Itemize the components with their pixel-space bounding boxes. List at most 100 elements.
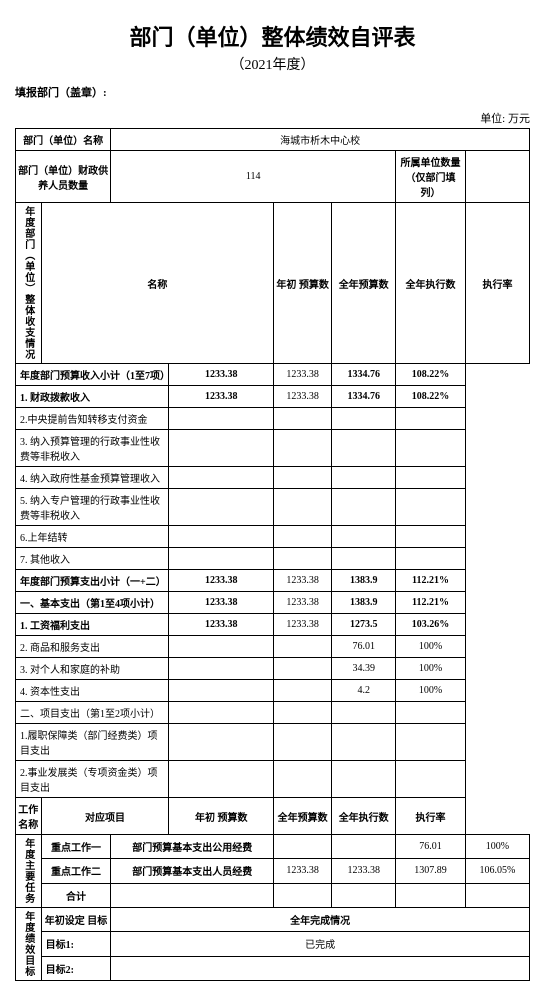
- main-table: 部门（单位）名称 海城市析木中心校 部门（单位）财政供养人员数量 114 所属单…: [15, 128, 530, 981]
- goal1-value: 已完成: [111, 932, 530, 956]
- page-subtitle: （2021年度）: [15, 54, 530, 74]
- row-d: 112.21%: [396, 570, 466, 592]
- hdr-exec-rate-2: 执行率: [396, 798, 466, 835]
- page-title: 部门（单位）整体绩效自评表: [15, 20, 530, 52]
- total-c: [396, 883, 466, 907]
- row-name: 6.上年结转: [16, 526, 169, 548]
- row-name: 1. 财政拨款收入: [16, 386, 169, 408]
- side-goal: 年度绩效目标: [16, 908, 42, 981]
- row-c: 1383.9: [332, 592, 396, 614]
- row-c: 34.39: [332, 658, 396, 680]
- row-name: 年度部门预算支出小计（一+二）: [16, 570, 169, 592]
- row-b: 1233.38: [274, 570, 332, 592]
- row-b: [274, 526, 332, 548]
- task-proj: 部门预算基本支出人员经费: [111, 859, 274, 883]
- row-name: 2.中央提前告知转移支付资金: [16, 408, 169, 430]
- row-c: 1273.5: [332, 614, 396, 636]
- row-d: 100%: [396, 658, 466, 680]
- row-name: 2.事业发展类（专项资金类）项目支出: [16, 761, 169, 798]
- row-c: [332, 430, 396, 467]
- total-a: [274, 883, 332, 907]
- row-b: 1233.38: [274, 386, 332, 408]
- reporter-label: 填报部门（盖章）:: [15, 84, 530, 100]
- task-name: 重点工作一: [41, 835, 111, 859]
- row-d: [396, 430, 466, 467]
- staff-label: 部门（单位）财政供养人员数量: [16, 151, 111, 203]
- row-d: 103.26%: [396, 614, 466, 636]
- goal2-value: [111, 956, 530, 980]
- row-d: [396, 761, 466, 798]
- task-a: [274, 835, 332, 859]
- row-a: 1233.38: [169, 386, 274, 408]
- row-c: [332, 526, 396, 548]
- task-c: 1307.89: [396, 859, 466, 883]
- row-c: [332, 548, 396, 570]
- side-income: 年度部门（单位）整体收支情况: [16, 203, 42, 364]
- row-d: [396, 408, 466, 430]
- row-a: 1233.38: [169, 364, 274, 386]
- staff-value: 114: [111, 151, 396, 203]
- task-d: 106.05%: [465, 859, 529, 883]
- row-a: 1233.38: [169, 614, 274, 636]
- side-tasks: 年度主要任务: [16, 835, 42, 908]
- row-name: 4. 资本性支出: [16, 680, 169, 702]
- row-d: [396, 724, 466, 761]
- row-d: 108.22%: [396, 364, 466, 386]
- row-a: [169, 761, 274, 798]
- subunit-value: [465, 151, 529, 203]
- goal-complete-label: 全年完成情况: [111, 908, 530, 932]
- goal2-label: 目标2:: [41, 956, 111, 980]
- row-b: 1233.38: [274, 364, 332, 386]
- row-b: [274, 658, 332, 680]
- work-hdr-proj: 对应项目: [41, 798, 169, 835]
- row-b: [274, 467, 332, 489]
- row-c: [332, 702, 396, 724]
- hdr-year-begin: 年初 预算数: [274, 203, 332, 364]
- row-a: [169, 724, 274, 761]
- row-a: [169, 430, 274, 467]
- row-c: 1334.76: [332, 364, 396, 386]
- row-d: 100%: [396, 680, 466, 702]
- row-d: 100%: [396, 636, 466, 658]
- row-a: [169, 526, 274, 548]
- row-name: 7. 其他收入: [16, 548, 169, 570]
- row-a: [169, 467, 274, 489]
- row-a: [169, 489, 274, 526]
- row-a: 1233.38: [169, 570, 274, 592]
- dept-name-label: 部门（单位）名称: [16, 129, 111, 151]
- row-a: [169, 658, 274, 680]
- row-name: 二、项目支出（第1至2项小计）: [16, 702, 169, 724]
- row-name: 3. 纳入预算管理的行政事业性收费等非税收入: [16, 430, 169, 467]
- row-name: 一、基本支出（第1至4项小计）: [16, 592, 169, 614]
- goal1-label: 目标1:: [41, 932, 111, 956]
- row-a: [169, 680, 274, 702]
- row-b: [274, 680, 332, 702]
- row-a: [169, 408, 274, 430]
- hdr-exec-rate: 执行率: [465, 203, 529, 364]
- task-d: 100%: [465, 835, 529, 859]
- goal-set-label: 年初设定 目标: [41, 908, 111, 932]
- row-name: 1. 工资福利支出: [16, 614, 169, 636]
- row-name: 2. 商品和服务支出: [16, 636, 169, 658]
- hdr-year-exec: 全年执行数: [396, 203, 466, 364]
- row-b: [274, 548, 332, 570]
- row-b: [274, 408, 332, 430]
- row-d: [396, 702, 466, 724]
- task-proj: 部门预算基本支出公用经费: [111, 835, 274, 859]
- unit-label: 单位: 万元: [15, 110, 530, 126]
- row-name: 1.履职保障类（部门经费类）项目支出: [16, 724, 169, 761]
- task-b: 1233.38: [332, 859, 396, 883]
- row-c: [332, 467, 396, 489]
- row-b: [274, 761, 332, 798]
- row-c: [332, 724, 396, 761]
- row-name: 年度部门预算收入小计（1至7项）: [16, 364, 169, 386]
- row-b: [274, 489, 332, 526]
- row-a: [169, 548, 274, 570]
- total-b: [332, 883, 396, 907]
- row-c: 1383.9: [332, 570, 396, 592]
- row-b: [274, 724, 332, 761]
- row-b: [274, 636, 332, 658]
- row-d: [396, 467, 466, 489]
- task-b: [332, 835, 396, 859]
- total-d: [465, 883, 529, 907]
